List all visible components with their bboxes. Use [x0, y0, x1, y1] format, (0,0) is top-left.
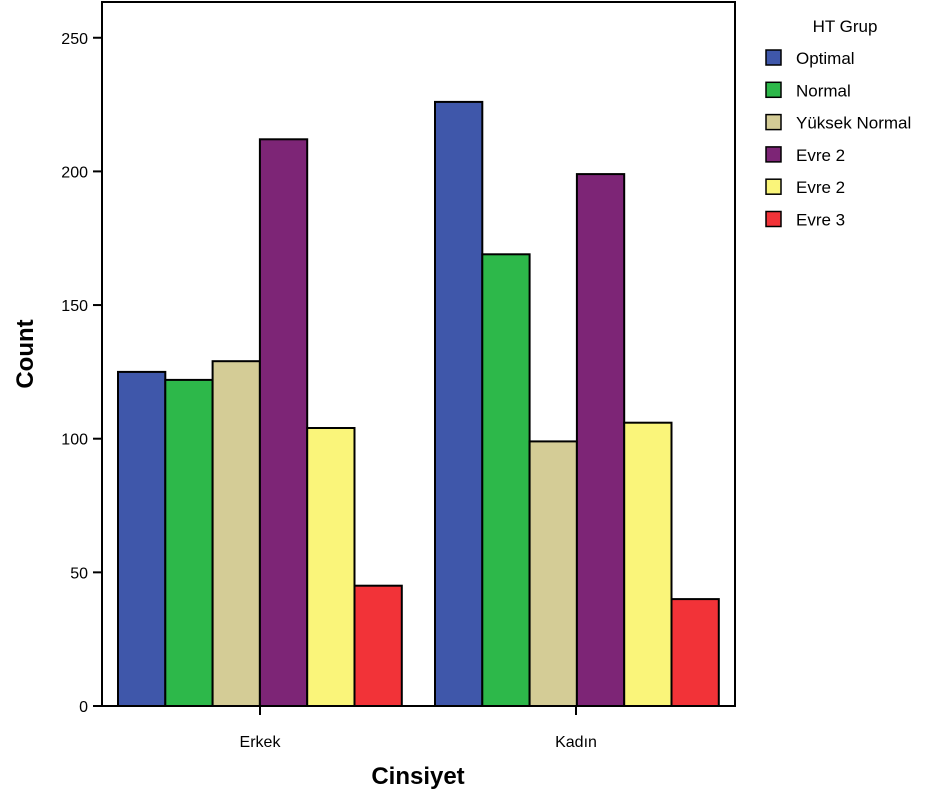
y-tick-label: 100 — [61, 432, 88, 449]
bar-kadın-evre-2-3 — [575, 173, 626, 708]
legend-title: HT Grup — [813, 17, 878, 36]
plot-frame — [101, 1, 736, 707]
legend-swatch — [765, 81, 782, 99]
x-tick-label: Kadın — [555, 734, 597, 751]
legend-label: Yüksek Normal — [796, 114, 911, 133]
legend-swatch — [765, 49, 782, 66]
legend-label: Normal — [796, 81, 851, 100]
y-tick-label: 150 — [61, 298, 88, 315]
legend-label: Optimal — [796, 49, 855, 68]
bar-kadın-evre-2-4 — [623, 421, 673, 707]
legend-label: Evre 3 — [796, 211, 845, 230]
y-axis-title: Count — [12, 319, 39, 388]
bars-group — [117, 100, 720, 708]
legend-swatch — [765, 210, 782, 228]
bar-kadın-optimal-0 — [434, 100, 484, 707]
x-tick-label: Erkek — [240, 734, 282, 751]
bar-erkek-normal-1 — [164, 378, 214, 707]
legend: HT Grup Optimal Normal Yüksek Normal Evre 2… — [765, 17, 911, 230]
y-tick-label: 0 — [79, 699, 88, 716]
bar-erkek-evre-3-5 — [353, 584, 403, 708]
legend-swatch — [765, 113, 782, 131]
y-axis: 0 50 100 150 200 250 — [61, 31, 102, 716]
bar-kadın-normal-1 — [481, 253, 531, 708]
bar-erkek-evre-2-4 — [306, 427, 356, 707]
legend-label: Evre 2 — [796, 146, 845, 165]
y-tick-label: 200 — [61, 164, 88, 181]
legend-label: Evre 2 — [796, 178, 845, 197]
x-axis-title: Cinsiyet — [371, 763, 464, 790]
y-tick-label: 250 — [61, 31, 88, 48]
legend-swatch — [765, 146, 782, 163]
legend-swatch — [765, 178, 782, 195]
bar-erkek-evre-2-3 — [258, 138, 309, 708]
x-axis: Erkek Kadın — [240, 706, 597, 751]
y-tick-label: 50 — [70, 565, 88, 582]
bar-kadın-yüksek-normal-2 — [528, 440, 578, 707]
bar-erkek-yüksek-normal-2 — [211, 360, 261, 707]
bar-kadın-evre-3-5 — [670, 598, 720, 707]
bar-erkek-optimal-0 — [117, 370, 167, 707]
